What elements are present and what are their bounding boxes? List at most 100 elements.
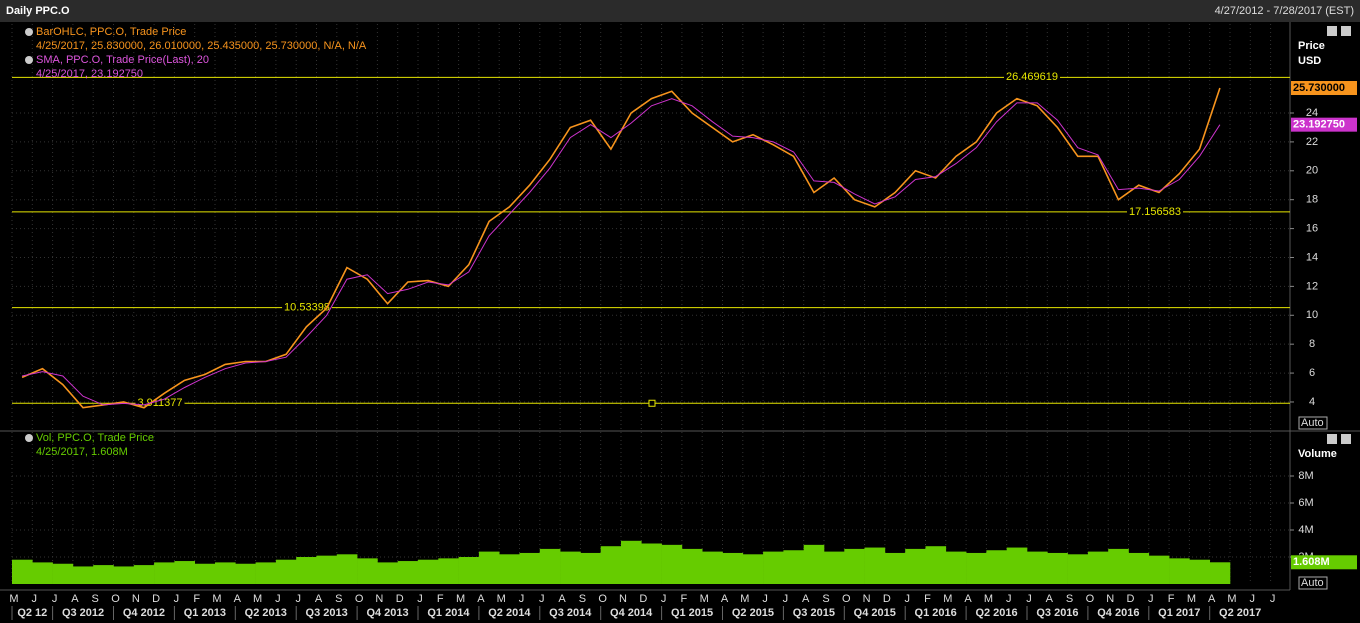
volume-bar — [316, 555, 338, 584]
x-month-label: A — [1046, 593, 1054, 605]
x-month-label: O — [111, 593, 120, 605]
level-label: 3.911377 — [137, 397, 182, 409]
y-tick-label: 24 — [1306, 107, 1318, 119]
volume-bar — [905, 548, 926, 584]
volume-bar — [884, 552, 906, 584]
volume-bar — [803, 544, 825, 584]
volume-bar — [12, 559, 33, 584]
y-tick-label: 22 — [1306, 136, 1318, 148]
x-month-label: S — [822, 593, 829, 605]
level-label-bg — [135, 397, 185, 410]
volume-bar — [539, 548, 561, 584]
x-month-label: S — [335, 593, 342, 605]
close-button[interactable] — [1341, 26, 1351, 36]
x-quarter-label: Q1 2015 — [671, 607, 713, 619]
volume-bar — [986, 550, 1007, 584]
y-tick-label: 14 — [1306, 251, 1318, 263]
volume-bar — [600, 546, 622, 584]
x-month-label: F — [1168, 593, 1175, 605]
legend-icon[interactable] — [25, 28, 33, 36]
x-month-label: F — [681, 593, 688, 605]
x-month-label: J — [174, 593, 180, 605]
volume-bar — [560, 551, 581, 584]
volume-bar — [1047, 552, 1068, 584]
y-tick-label: 16 — [1306, 222, 1318, 234]
auto-label: Auto — [1301, 417, 1324, 429]
y-tick-label: 4 — [1309, 396, 1315, 408]
volume-bar — [133, 565, 155, 584]
x-month-label: J — [275, 593, 281, 605]
last-value-label: 25.730000 — [1293, 82, 1345, 94]
y2-title: Volume — [1298, 448, 1337, 460]
y-unit: USD — [1298, 55, 1321, 67]
x-month-label: J — [1250, 593, 1256, 605]
x-month-label: S — [1066, 593, 1073, 605]
volume-bar — [722, 552, 744, 584]
y-tick-label: 18 — [1306, 194, 1318, 206]
volume-bar — [702, 551, 723, 584]
x-month-label: J — [1006, 593, 1012, 605]
x-month-label: J — [519, 593, 525, 605]
volume-bar — [72, 566, 94, 584]
x-quarter-label: Q2 2016 — [975, 607, 1017, 619]
x-month-label: J — [417, 593, 423, 605]
x-quarter-label: Q4 2015 — [854, 607, 896, 619]
x-quarter-label: Q4 2012 — [123, 607, 165, 619]
x-month-label: J — [762, 593, 768, 605]
x-quarter-label: Q1 2017 — [1158, 607, 1200, 619]
x-month-label: S — [92, 593, 99, 605]
x-month-label: A — [721, 593, 729, 605]
y2-tick-label: 4M — [1298, 524, 1313, 536]
x-quarter-label: Q2 2013 — [245, 607, 287, 619]
legend-icon[interactable] — [25, 56, 33, 64]
volume-bar — [478, 551, 500, 584]
x-month-label: A — [802, 593, 810, 605]
x-month-label: N — [863, 593, 871, 605]
x-month-label: N — [1106, 593, 1114, 605]
x-month-label: M — [1187, 593, 1196, 605]
volume-bar — [621, 540, 642, 584]
maximize-button[interactable] — [1327, 26, 1337, 36]
y-tick-label: 8 — [1309, 338, 1315, 350]
volume-bar — [154, 562, 175, 584]
legend-sma: SMA, PPC.O, Trade Price(Last), 20 — [36, 54, 209, 66]
last-value-tag — [1291, 555, 1357, 570]
legend-icon[interactable] — [25, 434, 33, 442]
title: Daily PPC.O — [6, 5, 70, 17]
x-month-label: O — [842, 593, 851, 605]
x-month-label: A — [477, 593, 485, 605]
volume-bar — [1209, 562, 1231, 584]
volume-bar — [296, 557, 317, 584]
volume-bar — [1189, 559, 1210, 584]
x-month-label: D — [152, 593, 160, 605]
legend-volume-values: 4/25/2017, 1.608M — [36, 446, 128, 458]
x-month-label: J — [1026, 593, 1032, 605]
close-button[interactable] — [1341, 434, 1351, 444]
x-month-label: F — [193, 593, 200, 605]
x-quarter-label: Q4 2016 — [1097, 607, 1139, 619]
x-quarter-label: Q2 12 — [17, 607, 47, 619]
volume-bar — [844, 548, 865, 584]
x-month-label: J — [783, 593, 789, 605]
x-quarter-label: Q2 2014 — [488, 607, 531, 619]
y-tick-label: 6 — [1309, 367, 1315, 379]
volume-bar — [580, 552, 601, 584]
volume-bar — [32, 562, 53, 584]
volume-bar — [824, 551, 845, 584]
auto-button[interactable] — [1298, 416, 1328, 430]
x-quarter-label: Q3 2016 — [1036, 607, 1078, 619]
volume-bar — [52, 563, 74, 584]
volume-bar — [255, 562, 277, 584]
level-label-bg — [1127, 205, 1183, 218]
volume-bar — [194, 563, 216, 584]
x-month-label: M — [497, 593, 506, 605]
x-month-label: M — [253, 593, 262, 605]
price-line — [21, 87, 1221, 409]
volume-bar — [377, 562, 398, 584]
x-month-label: F — [924, 593, 931, 605]
maximize-button[interactable] — [1327, 434, 1337, 444]
auto-button[interactable] — [1298, 576, 1328, 590]
x-month-label: F — [437, 593, 444, 605]
